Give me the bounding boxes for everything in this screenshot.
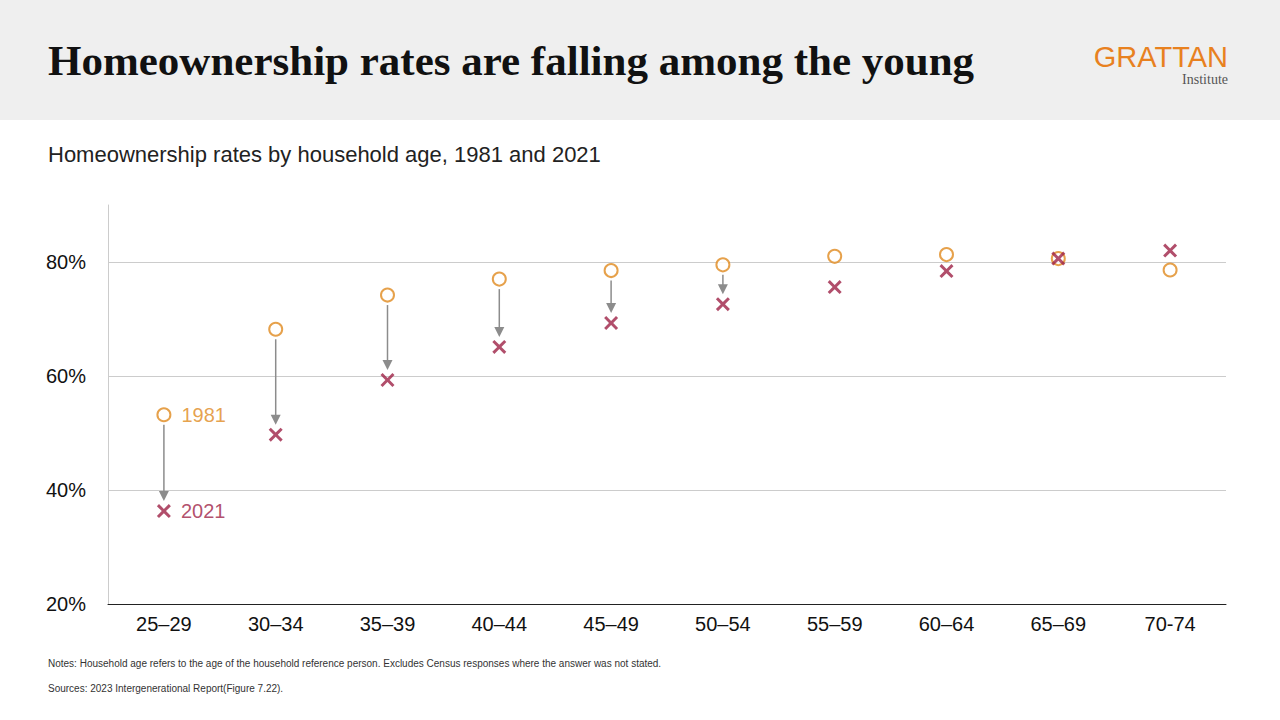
svg-text:20%: 20% bbox=[46, 593, 86, 615]
svg-text:2021: 2021 bbox=[181, 500, 226, 522]
svg-text:80%: 80% bbox=[46, 251, 86, 273]
html-text:Sources: 2023 Intergenerationa: Sources: 2023 Intergenerational Report(F… bbox=[48, 683, 284, 694]
html-text:Notes: Household age refers to: Notes: Household age refers to the age o… bbox=[48, 658, 662, 669]
svg-text:25–29: 25–29 bbox=[136, 613, 192, 635]
svg-text:70-74: 70-74 bbox=[1145, 613, 1196, 635]
html-text:Institute: Institute bbox=[1182, 72, 1228, 87]
svg-text:40–44: 40–44 bbox=[471, 613, 527, 635]
svg-text:60–64: 60–64 bbox=[919, 613, 975, 635]
svg-text:1981: 1981 bbox=[181, 404, 226, 426]
svg-text:65–69: 65–69 bbox=[1030, 613, 1086, 635]
svg-text:35–39: 35–39 bbox=[360, 613, 416, 635]
html-text:Homeownership rates are fallin: Homeownership rates are falling among th… bbox=[48, 37, 975, 84]
svg-text:40%: 40% bbox=[46, 479, 86, 501]
svg-text:45–49: 45–49 bbox=[583, 613, 639, 635]
svg-text:60%: 60% bbox=[46, 365, 86, 387]
html-text:GRATTAN: GRATTAN bbox=[1093, 41, 1228, 73]
svg-text:55–59: 55–59 bbox=[807, 613, 863, 635]
svg-text:30–34: 30–34 bbox=[248, 613, 304, 635]
svg-text:50–54: 50–54 bbox=[695, 613, 751, 635]
html-text:Homeownership rates by househo: Homeownership rates by household age, 19… bbox=[48, 142, 601, 167]
